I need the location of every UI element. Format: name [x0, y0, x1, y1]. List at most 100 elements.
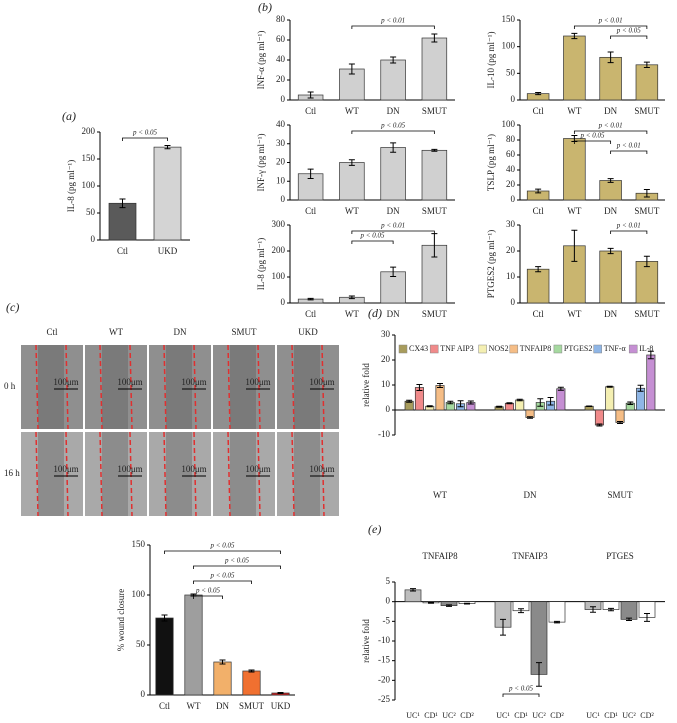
- y-tick-label: 0: [511, 194, 516, 204]
- error-bar: [431, 33, 438, 43]
- y-tick-label: 10: [506, 271, 516, 281]
- y-tick-label: 50: [136, 639, 146, 649]
- wound-gap: [38, 345, 64, 429]
- series-label: CD²: [640, 711, 654, 720]
- legend-label: IL-8: [639, 344, 653, 353]
- significance-bracket: [351, 25, 435, 29]
- error-bar: [596, 423, 603, 427]
- error-bar: [527, 416, 533, 419]
- x-tick-label: WT: [345, 206, 359, 216]
- x-tick-label: Ctl: [305, 206, 317, 216]
- wound-gap: [166, 345, 192, 429]
- error-bar: [626, 617, 632, 622]
- wound-edge: [35, 344, 39, 430]
- y-tick-label: 80: [506, 134, 516, 144]
- error-bar: [390, 142, 397, 153]
- bar: [646, 354, 656, 411]
- image-row-label: 0 h: [4, 381, 16, 391]
- x-tick-label: WT: [187, 701, 201, 711]
- x-tick-label: TNFAIP3: [512, 551, 548, 561]
- wound-gap: [230, 345, 256, 429]
- x-tick-label: DN: [387, 309, 400, 319]
- significance-bracket: [351, 230, 435, 234]
- legend-swatch: [429, 344, 439, 354]
- error-bar: [536, 662, 542, 687]
- bar: [380, 147, 406, 201]
- error-bar: [644, 612, 650, 622]
- annotation: p < 0.01: [616, 222, 641, 230]
- bar: [435, 385, 445, 411]
- significance-bracket: [502, 693, 540, 697]
- x-tick-label: SMUT: [634, 106, 660, 116]
- y-axis-label: IL-8 (pg ml⁻¹): [256, 238, 266, 290]
- annotation: p < 0.05: [195, 587, 220, 595]
- error-bar: [406, 399, 413, 403]
- error-bar: [431, 148, 438, 152]
- wound-edge: [65, 431, 69, 517]
- bar: [421, 149, 448, 201]
- x-tick-label: SMUT: [422, 206, 448, 216]
- error-bar: [571, 229, 578, 262]
- y-tick-label: -20: [378, 674, 390, 684]
- error-bar: [426, 405, 433, 408]
- y-tick-label: 200: [82, 126, 96, 136]
- legend-swatch: [509, 344, 519, 354]
- x-tick-label: WT: [567, 206, 581, 216]
- y-tick-label: 100: [132, 589, 146, 599]
- bar: [380, 59, 406, 101]
- bar: [184, 594, 203, 696]
- bar: [556, 388, 566, 411]
- x-tick-label: Ctl: [159, 701, 171, 711]
- annotation: p < 0.05: [360, 232, 385, 240]
- x-tick-label: WT: [433, 490, 447, 500]
- wound-edge: [99, 431, 103, 517]
- bar: [108, 202, 137, 241]
- image-row-label: 16 h: [4, 468, 20, 478]
- y-tick-label: 150: [132, 539, 146, 549]
- y-tick-label: -10: [378, 429, 390, 439]
- x-tick-label: Ctl: [117, 246, 129, 256]
- series-label: UC¹: [586, 711, 600, 720]
- wound-gap: [102, 345, 128, 429]
- y-axis-label: PTGES2 (pg ml⁻¹): [486, 230, 496, 298]
- x-tick-label: SMUT: [422, 309, 448, 319]
- error-bar: [617, 421, 623, 424]
- error-bar: [647, 350, 654, 360]
- y-tick-label: 100: [502, 41, 516, 51]
- x-tick-label: DN: [524, 490, 537, 500]
- error-bar: [248, 669, 255, 673]
- y-tick-label: 150: [82, 153, 96, 163]
- y-axis-label: IL-8 (pg ml⁻¹): [66, 160, 76, 212]
- x-tick-label: PTGES: [606, 551, 634, 561]
- y-tick-label: 100: [82, 180, 96, 190]
- y-tick-label: 40: [276, 119, 286, 129]
- error-bar: [447, 400, 454, 405]
- y-tick-label: 100: [502, 119, 516, 129]
- error-bar: [457, 400, 464, 408]
- error-bar: [437, 383, 443, 388]
- significance-bracket: [573, 25, 648, 29]
- y-tick-label: -15: [378, 655, 390, 665]
- error-bar: [416, 384, 423, 391]
- y-tick-label: 0: [281, 94, 286, 104]
- x-tick-label: DN: [216, 701, 229, 711]
- image-column-label: WT: [109, 327, 123, 337]
- error-bar: [496, 405, 503, 408]
- legend-swatch: [398, 344, 408, 354]
- significance-bracket: [351, 130, 435, 134]
- error-bar: [464, 602, 470, 605]
- bar: [155, 617, 174, 696]
- error-bar: [586, 405, 593, 407]
- series-label: CD¹: [424, 711, 438, 720]
- legend-label: CX43: [409, 344, 428, 353]
- bar: [563, 138, 586, 201]
- error-bar: [607, 178, 614, 183]
- legend-label: TNF AIP3: [440, 344, 474, 353]
- wound-gap: [230, 432, 256, 516]
- panel-label: (d): [368, 306, 382, 320]
- error-bar: [571, 32, 578, 40]
- y-tick-label: 0: [281, 194, 286, 204]
- series-label: CD²: [460, 711, 474, 720]
- x-tick-label: Ctl: [533, 106, 545, 116]
- wound-edge: [257, 431, 261, 517]
